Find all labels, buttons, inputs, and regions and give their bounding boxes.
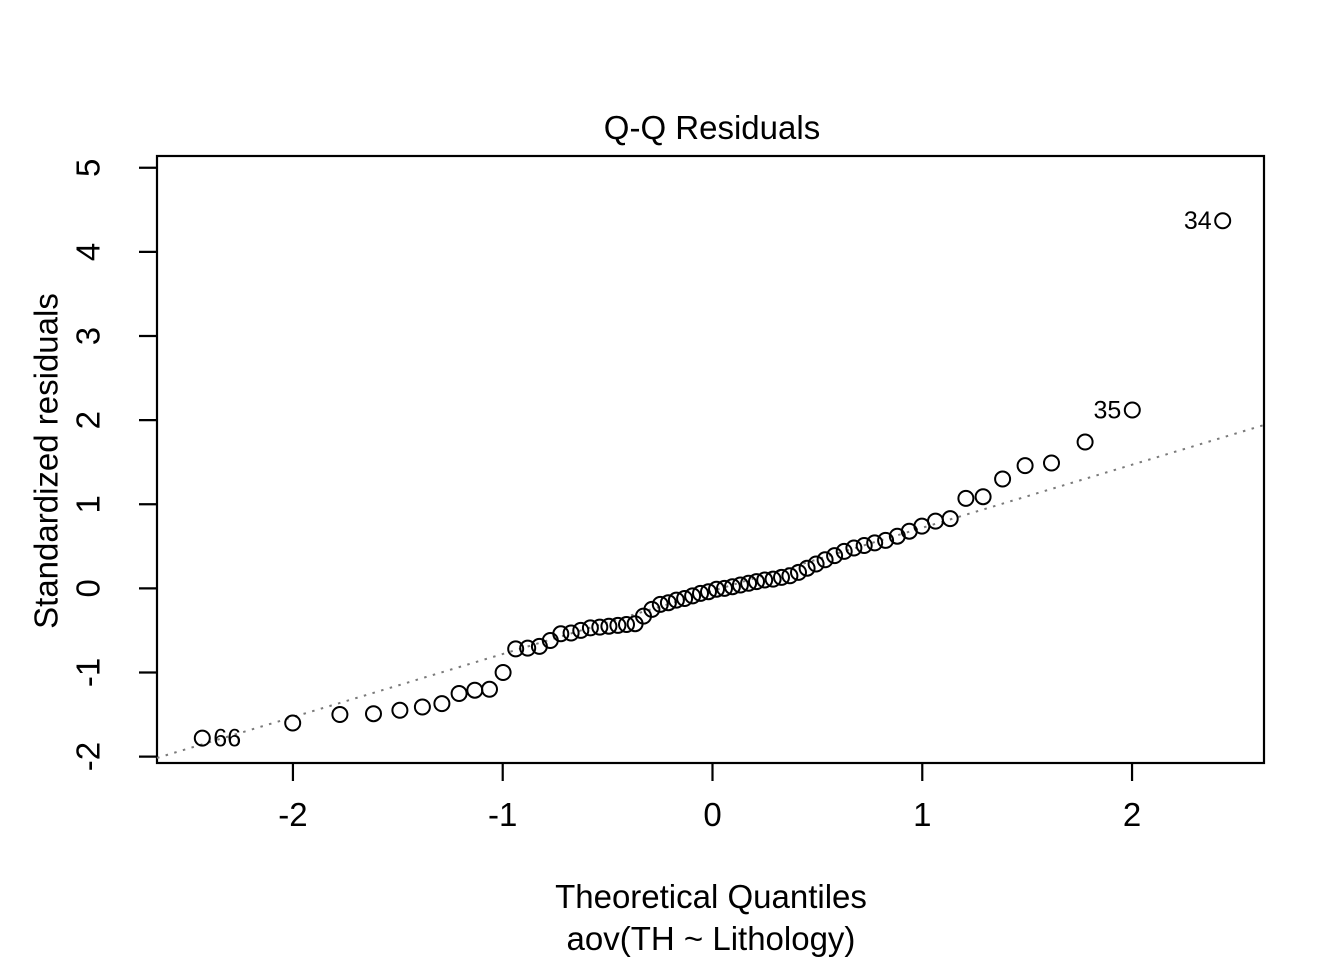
data-point (790, 563, 807, 581)
x-axis-tick-label: 0 (703, 796, 721, 833)
data-point (562, 624, 580, 642)
x-axis-label: Theoretical Quantiles (555, 878, 867, 915)
y-axis-tick-label: 4 (70, 243, 107, 261)
data-point (659, 594, 677, 612)
axis-ticks-layer: -2 -1 0 1 2 -2 -1 0 1 2 3 4 5 (70, 159, 1142, 833)
y-axis-tick-label: -1 (70, 658, 107, 687)
data-point (866, 534, 884, 552)
y-axis-tick-label: 3 (70, 327, 107, 345)
outlier-label: 34 (1184, 207, 1212, 235)
data-point (643, 600, 661, 618)
data-point (519, 639, 537, 657)
data-point (731, 576, 749, 594)
data-point (941, 510, 959, 528)
outlier-label: 35 (1093, 396, 1121, 424)
data-points-layer (193, 212, 1232, 747)
x-axis-tick-label: 2 (1123, 796, 1141, 833)
data-point (413, 698, 431, 716)
data-point (781, 567, 799, 585)
data-point (807, 555, 825, 573)
data-point (667, 591, 685, 609)
data-point (756, 571, 774, 589)
y-axis-tick-label: 1 (70, 495, 107, 513)
data-point (494, 664, 512, 681)
data-point (651, 595, 669, 613)
y-axis-tick-label: -2 (70, 742, 107, 771)
data-point (618, 616, 635, 633)
data-point (466, 681, 484, 699)
qq-reference-line (156, 424, 1265, 759)
data-point (723, 578, 741, 596)
data-point (591, 618, 609, 636)
data-point (798, 559, 816, 577)
y-axis-tick-label: 2 (70, 411, 107, 429)
y-axis-tick-label: 5 (70, 159, 107, 177)
data-point (1076, 433, 1094, 451)
data-point (609, 616, 627, 634)
x-axis-tick-label: -2 (278, 796, 307, 833)
data-point (1043, 454, 1060, 472)
data-point (581, 619, 599, 637)
data-point (433, 695, 451, 713)
data-point (700, 583, 717, 601)
data-point (572, 621, 590, 639)
data-point (391, 701, 409, 719)
data-point (708, 580, 725, 598)
outlier-labels-layer: 34 35 66 (213, 207, 1211, 752)
data-point (552, 625, 570, 643)
data-point (974, 488, 992, 506)
chart-title: Q-Q Residuals (604, 109, 820, 146)
data-point (331, 706, 349, 723)
data-point (994, 470, 1012, 488)
data-point (748, 573, 765, 591)
x-axis-tick-label: -1 (488, 796, 517, 833)
x-axis-tick-label: 1 (913, 796, 931, 833)
data-point (927, 512, 944, 530)
data-point (826, 547, 844, 565)
data-point (835, 542, 853, 560)
plot-box (155, 154, 1266, 765)
data-point (507, 640, 525, 658)
data-point (764, 570, 782, 588)
reference-line-layer (156, 424, 1265, 759)
y-axis-tick-label: 0 (70, 579, 107, 597)
data-point (1214, 212, 1232, 230)
x-axis-sublabel: aov(TH ~ Lithology) (567, 920, 856, 957)
y-axis-label: Standardized residuals (28, 293, 65, 629)
data-point (450, 685, 468, 702)
data-point (957, 489, 975, 507)
data-point (600, 617, 618, 635)
data-point (284, 714, 302, 732)
data-point (1123, 401, 1141, 419)
data-point (773, 568, 790, 586)
data-point (845, 539, 863, 557)
data-point (193, 729, 211, 747)
data-point (877, 531, 895, 549)
data-point (855, 537, 873, 554)
data-point (365, 705, 382, 723)
data-point (684, 587, 702, 605)
outlier-label: 66 (213, 724, 241, 752)
data-point (716, 579, 733, 597)
data-point (1016, 457, 1034, 475)
data-point (740, 574, 758, 592)
data-point (692, 584, 709, 602)
data-point (676, 590, 694, 607)
data-point (481, 680, 498, 698)
data-point (816, 551, 834, 569)
